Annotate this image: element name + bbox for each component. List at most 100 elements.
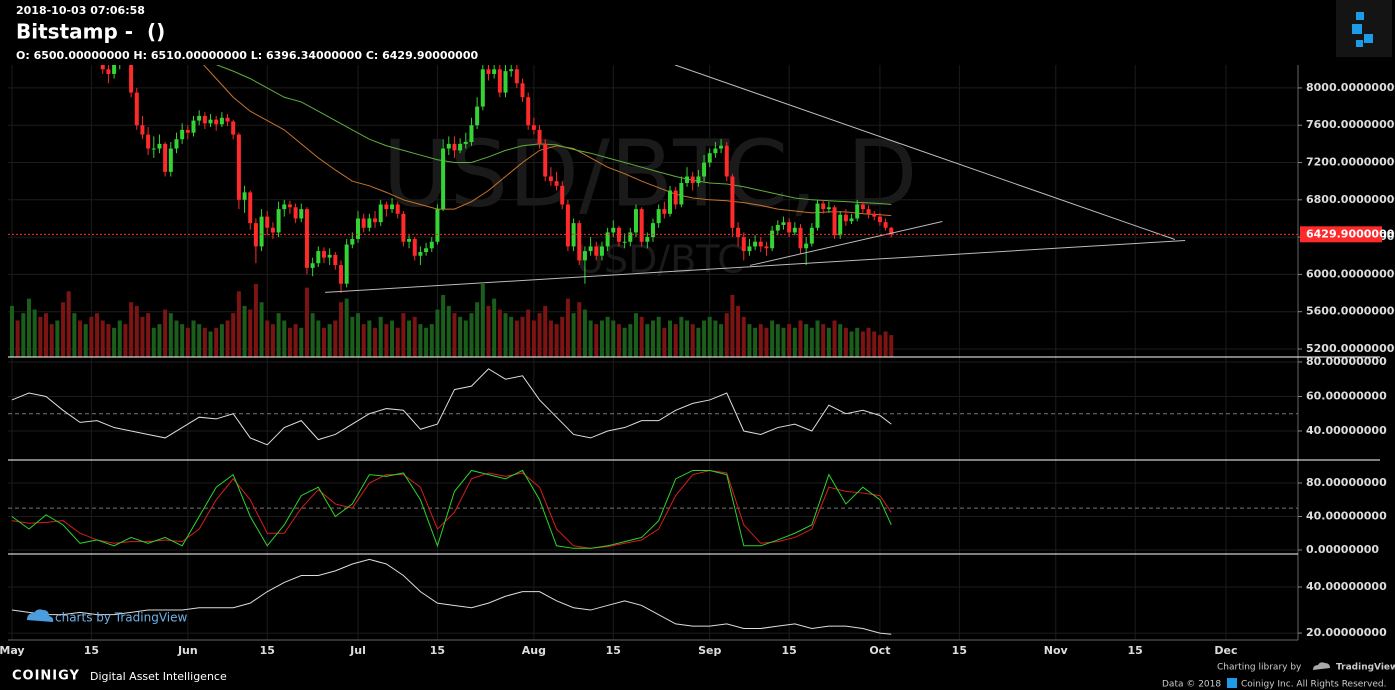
x-tick-label: Jun bbox=[177, 644, 198, 657]
candle-body bbox=[656, 209, 661, 224]
candle-body bbox=[696, 176, 701, 184]
lower-pane bbox=[8, 558, 1298, 635]
volume-bar bbox=[55, 320, 60, 357]
axes: May 15 Jun 15 Jul 15 Aug 15 Sep 15 Oct 15 Nov 15 Dec 52… bbox=[0, 65, 1395, 657]
volume-bar bbox=[390, 320, 395, 357]
candle-body bbox=[180, 129, 185, 140]
candle-body bbox=[775, 224, 780, 231]
candle-body bbox=[883, 222, 888, 228]
trend-line bbox=[749, 221, 943, 266]
volume-bar bbox=[463, 320, 468, 357]
trend-line bbox=[674, 65, 1176, 241]
volume-bar bbox=[509, 316, 514, 357]
candle-body bbox=[798, 227, 803, 249]
library-name[interactable]: TradingView bbox=[1336, 663, 1395, 673]
volume-bar bbox=[651, 320, 655, 357]
volume-bar bbox=[764, 327, 769, 357]
last-price-box bbox=[1300, 226, 1382, 243]
volume-bar bbox=[696, 327, 701, 357]
candle-body bbox=[429, 241, 434, 249]
candle-body bbox=[168, 148, 173, 172]
volume-bar bbox=[770, 320, 775, 357]
candle-body bbox=[719, 145, 724, 149]
candle-body bbox=[338, 265, 343, 284]
candle-body bbox=[242, 192, 247, 200]
y-tick-label: 7600.00000000 bbox=[1306, 118, 1395, 131]
tv-badge[interactable]: charts by TradingView bbox=[55, 611, 187, 625]
candle-body bbox=[151, 148, 156, 150]
volume-bar bbox=[826, 327, 831, 357]
volume-bar bbox=[883, 331, 888, 357]
footer-bar bbox=[0, 662, 1395, 690]
volume-bar bbox=[185, 327, 190, 357]
volume-bar bbox=[293, 324, 298, 357]
y-tick-label: 20.00000000 bbox=[1306, 626, 1387, 639]
volume-bar bbox=[378, 316, 383, 357]
library-text: Charting library by bbox=[1217, 663, 1302, 673]
candle-body bbox=[707, 153, 712, 163]
volume-bar bbox=[219, 324, 224, 357]
candle-body bbox=[770, 230, 775, 249]
candle-body bbox=[253, 223, 258, 247]
volume-bar bbox=[565, 298, 570, 357]
candle-body bbox=[304, 209, 309, 268]
brand[interactable]: COINIGY bbox=[12, 669, 80, 684]
candle-body bbox=[509, 69, 514, 72]
candle-body bbox=[889, 227, 894, 235]
candle-body bbox=[486, 69, 491, 74]
candle-body bbox=[282, 204, 287, 210]
volume-bar bbox=[299, 327, 304, 357]
candle-body bbox=[191, 120, 196, 133]
volume-bar bbox=[594, 324, 599, 357]
candle-body bbox=[475, 106, 480, 126]
x-tick-label: Aug bbox=[522, 644, 546, 657]
candle-body bbox=[225, 117, 230, 122]
volume-bar bbox=[554, 324, 559, 357]
volume-bar bbox=[123, 324, 128, 357]
x-tick-label: 15 bbox=[781, 644, 796, 657]
candle-body bbox=[310, 263, 315, 268]
volume-bar bbox=[384, 324, 389, 357]
candle-body bbox=[826, 207, 831, 210]
x-tick-label: 15 bbox=[84, 644, 99, 657]
volume-bar bbox=[276, 313, 281, 357]
volume-bar bbox=[304, 287, 309, 357]
candle-body bbox=[390, 204, 395, 210]
volume-bar bbox=[679, 316, 684, 357]
volume-bar bbox=[259, 302, 264, 357]
candle-body bbox=[435, 209, 440, 242]
candle-body bbox=[747, 246, 752, 252]
volume-bar bbox=[282, 320, 287, 357]
x-tick-label: May bbox=[0, 644, 25, 657]
volume-bar bbox=[685, 320, 690, 357]
candle-body bbox=[265, 216, 270, 228]
volume-bar bbox=[543, 305, 548, 357]
volume-bar bbox=[702, 320, 707, 357]
volume-bar bbox=[129, 302, 134, 357]
y-tick-label: 40.00000000 bbox=[1306, 509, 1387, 522]
candle-body bbox=[412, 238, 417, 256]
candle-body bbox=[327, 254, 332, 258]
candle-body bbox=[815, 203, 820, 228]
volume-bar bbox=[690, 324, 695, 357]
watermark-sub: USD/BTC bbox=[576, 238, 744, 282]
candle-body bbox=[713, 148, 718, 154]
volume-bar bbox=[15, 320, 20, 357]
volume-bar bbox=[792, 327, 797, 357]
rights: Coinigy Inc. All Rights Reserved. bbox=[1241, 680, 1386, 690]
y-tick-label: 40.00000000 bbox=[1306, 424, 1387, 437]
volume-bar bbox=[628, 324, 633, 357]
volume-bar bbox=[424, 327, 429, 357]
volume-bar bbox=[344, 298, 349, 357]
volume-bar bbox=[662, 327, 667, 357]
volume-bar bbox=[72, 313, 77, 357]
candle-body bbox=[463, 142, 468, 144]
volume-bar bbox=[815, 320, 820, 357]
candle-body bbox=[622, 241, 627, 243]
volume-bar bbox=[356, 313, 361, 357]
volume-bar bbox=[713, 320, 718, 357]
volume-bar bbox=[168, 313, 173, 357]
volume-bar bbox=[236, 291, 241, 357]
volume-bar bbox=[503, 313, 508, 357]
y-tick-label: 40.00000000 bbox=[1306, 580, 1387, 593]
